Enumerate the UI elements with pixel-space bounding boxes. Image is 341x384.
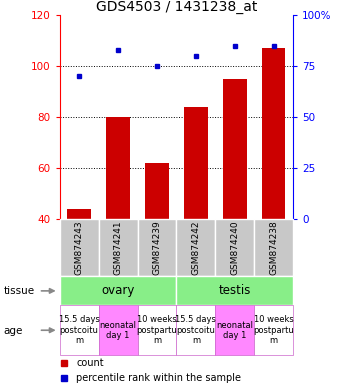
Text: GSM874240: GSM874240: [231, 220, 239, 275]
Text: 15.5 days
postcoitu
m: 15.5 days postcoitu m: [59, 315, 100, 345]
Bar: [223, 79, 247, 219]
Text: tissue: tissue: [3, 286, 34, 296]
Text: GSM874242: GSM874242: [191, 220, 201, 275]
Bar: [254, 305, 293, 355]
Bar: [177, 276, 293, 305]
Bar: [145, 163, 169, 219]
Text: GSM874238: GSM874238: [269, 220, 278, 275]
Bar: [137, 219, 177, 276]
Bar: [177, 305, 216, 355]
Bar: [216, 219, 254, 276]
Bar: [68, 209, 91, 219]
Text: 10 weeks
postpartu
m: 10 weeks postpartu m: [137, 315, 177, 345]
Text: GSM874243: GSM874243: [75, 220, 84, 275]
Text: neonatal
day 1: neonatal day 1: [216, 321, 253, 340]
Title: GDS4503 / 1431238_at: GDS4503 / 1431238_at: [96, 0, 257, 14]
Bar: [262, 48, 285, 219]
Bar: [216, 305, 254, 355]
Bar: [60, 276, 177, 305]
Bar: [60, 219, 99, 276]
Bar: [137, 305, 177, 355]
Bar: [177, 219, 216, 276]
Bar: [99, 219, 137, 276]
Bar: [60, 305, 99, 355]
Text: 10 weeks
postpartu
m: 10 weeks postpartu m: [253, 315, 294, 345]
Text: neonatal
day 1: neonatal day 1: [100, 321, 137, 340]
Bar: [106, 117, 130, 219]
Text: ovary: ovary: [101, 285, 135, 297]
Text: 15.5 days
postcoitu
m: 15.5 days postcoitu m: [176, 315, 217, 345]
Text: age: age: [3, 326, 23, 336]
Bar: [184, 107, 208, 219]
Text: count: count: [76, 358, 104, 368]
Text: GSM874239: GSM874239: [152, 220, 162, 275]
Text: testis: testis: [219, 285, 251, 297]
Text: GSM874241: GSM874241: [114, 220, 122, 275]
Bar: [254, 219, 293, 276]
Text: percentile rank within the sample: percentile rank within the sample: [76, 372, 241, 383]
Bar: [99, 305, 137, 355]
